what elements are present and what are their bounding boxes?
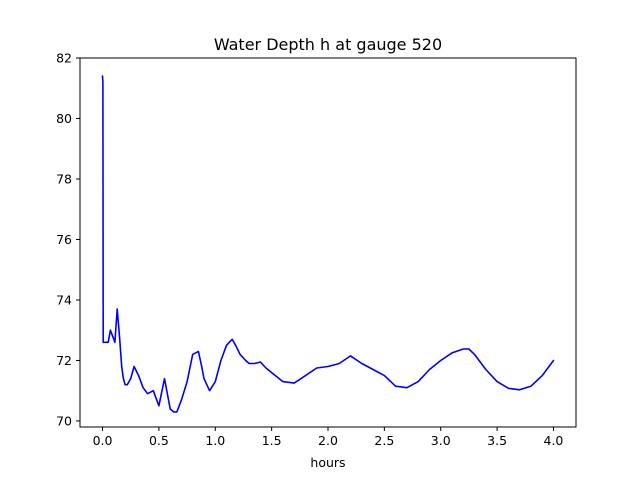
y-tick-label: 82 (56, 51, 72, 66)
y-tick-label: 70 (56, 413, 72, 428)
x-tick-label: 1.0 (205, 433, 225, 448)
y-axis-ticks: 70 72 74 76 78 80 82 (56, 51, 80, 428)
y-tick-label: 78 (56, 171, 72, 186)
x-tick-label: 2.5 (374, 433, 394, 448)
plot-frame (79, 57, 577, 428)
y-tick-label: 80 (56, 111, 72, 126)
x-axis-label: hours (310, 455, 345, 470)
x-tick-label: 2.0 (318, 433, 338, 448)
x-axis-ticks: 0.0 0.5 1.0 1.5 2.0 2.5 3.0 3.5 4.0 (93, 427, 564, 448)
plot-lines (101, 75, 555, 413)
chart-title: Water Depth h at gauge 520 (214, 35, 442, 54)
x-tick-label: 3.5 (487, 433, 507, 448)
series-line-0 (101, 75, 555, 413)
x-tick-label: 0.5 (149, 433, 169, 448)
y-tick-label: 72 (56, 353, 72, 368)
x-tick-label: 1.5 (262, 433, 282, 448)
x-tick-label: 4.0 (544, 433, 564, 448)
y-tick-label: 76 (56, 232, 72, 247)
x-tick-label: 0.0 (93, 433, 113, 448)
y-tick-label: 74 (56, 292, 72, 307)
x-tick-label: 3.0 (431, 433, 451, 448)
